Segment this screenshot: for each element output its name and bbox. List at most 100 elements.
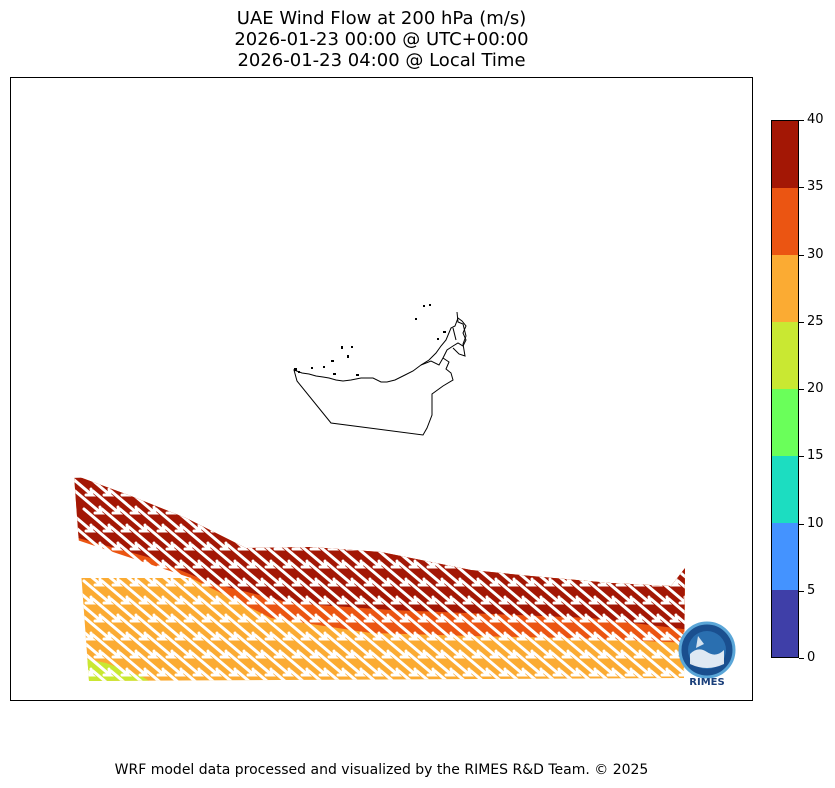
wind-arrow [361, 633, 394, 659]
wind-arrow [154, 475, 187, 497]
wind-arrow [298, 615, 331, 641]
wind-arrow [163, 597, 196, 623]
wind-arrow [181, 489, 214, 515]
wind-arrow [496, 615, 529, 641]
wind-arrow [352, 579, 385, 605]
wind-arrow [181, 525, 214, 551]
wind-arrow [388, 475, 421, 497]
wind-arrow [649, 561, 682, 587]
wind-arrow [586, 543, 619, 569]
wind-arrow [145, 633, 178, 659]
wind-arrow [487, 669, 520, 681]
wind-arrow [415, 489, 448, 515]
wind-arrow [244, 543, 277, 569]
wind-arrow [687, 563, 713, 585]
wind-arrow [262, 615, 295, 641]
wind-arrow [496, 579, 529, 605]
wind-arrow [163, 525, 196, 551]
wind-arrow [172, 543, 205, 569]
wind-arrow [622, 543, 655, 569]
wind-arrow [208, 543, 241, 569]
wind-arrow [316, 579, 349, 605]
islands [294, 304, 446, 376]
wind-arrow [505, 597, 538, 623]
wind-arrow [244, 579, 277, 605]
wind-arrow [541, 669, 574, 681]
wind-arrow [307, 525, 340, 551]
wind-arrow [550, 651, 583, 677]
wind-arrow [199, 633, 232, 659]
wind-arrow [667, 525, 685, 551]
wind-arrow [280, 507, 313, 533]
wind-arrow [622, 475, 655, 497]
wind-arrow [271, 633, 304, 659]
wind-arrow [190, 615, 223, 641]
wind-arrow [325, 525, 358, 551]
wind-arrow [343, 489, 376, 515]
wind-arrow [696, 545, 722, 567]
wind-arrow [325, 669, 358, 681]
wind-arrow [631, 597, 664, 623]
wind-arrow [687, 527, 713, 549]
wind-arrow [442, 579, 475, 605]
logo-text: RIMES [689, 677, 724, 688]
wind-arrow [244, 507, 277, 533]
wind-arrow [505, 525, 538, 551]
wind-arrow [532, 475, 565, 497]
wind-arrow [451, 489, 484, 515]
wind-arrow [550, 543, 583, 569]
wind-arrow [424, 615, 457, 641]
wind-arrow [604, 507, 637, 533]
colorbar-tick-label: 40 [807, 112, 824, 127]
wind-arrow [658, 651, 685, 677]
wind-arrow [361, 561, 394, 587]
colorbar-tick-mark [799, 120, 804, 121]
wind-arrow [442, 615, 475, 641]
wind-arrow [127, 669, 160, 681]
wind-arrow [640, 543, 673, 569]
wind-arrow [505, 669, 538, 681]
wind-arrow [145, 597, 178, 623]
wind-arrow [280, 475, 313, 497]
wind-arrow [451, 525, 484, 551]
wind-arrow [705, 563, 731, 585]
wind-arrow [478, 507, 511, 533]
wind-arrow [343, 561, 376, 587]
wind-arrow [397, 561, 430, 587]
wind-arrow [262, 475, 295, 497]
wind-arrow [181, 669, 214, 681]
wind-arrow [568, 579, 601, 605]
wind-arrow [406, 507, 439, 533]
wind-arrow [307, 561, 340, 587]
wind-arrow [352, 615, 385, 641]
wind-arrow [631, 561, 664, 587]
wind-arrow [253, 633, 286, 659]
wind-arrow [217, 489, 250, 515]
wind-arrow [118, 651, 151, 677]
wind-arrow [532, 651, 565, 677]
wind-arrow [523, 669, 556, 681]
wind-arrow [100, 615, 133, 641]
wind-arrow [568, 507, 601, 533]
wind-arrow [649, 489, 682, 515]
wind-arrow [244, 651, 277, 677]
wind-arrow [460, 475, 493, 497]
wind-arrow [379, 597, 412, 623]
colorbar [771, 120, 799, 658]
wind-arrow [226, 475, 259, 497]
wind-arrow [595, 489, 628, 515]
wind-arrow [433, 561, 466, 587]
wind-arrow [190, 475, 223, 497]
wind-arrow [406, 475, 439, 497]
wind-arrow [82, 651, 115, 677]
wind-arrow [253, 525, 286, 551]
wind-arrow [451, 561, 484, 587]
wind-arrow [226, 507, 259, 533]
wind-arrow [505, 489, 538, 515]
wind-arrow [244, 475, 277, 497]
wind-map [74, 304, 731, 681]
wind-arrow [271, 597, 304, 623]
wind-arrow [109, 669, 142, 681]
wind-arrow [208, 507, 241, 533]
colorbar-segment [772, 456, 798, 523]
